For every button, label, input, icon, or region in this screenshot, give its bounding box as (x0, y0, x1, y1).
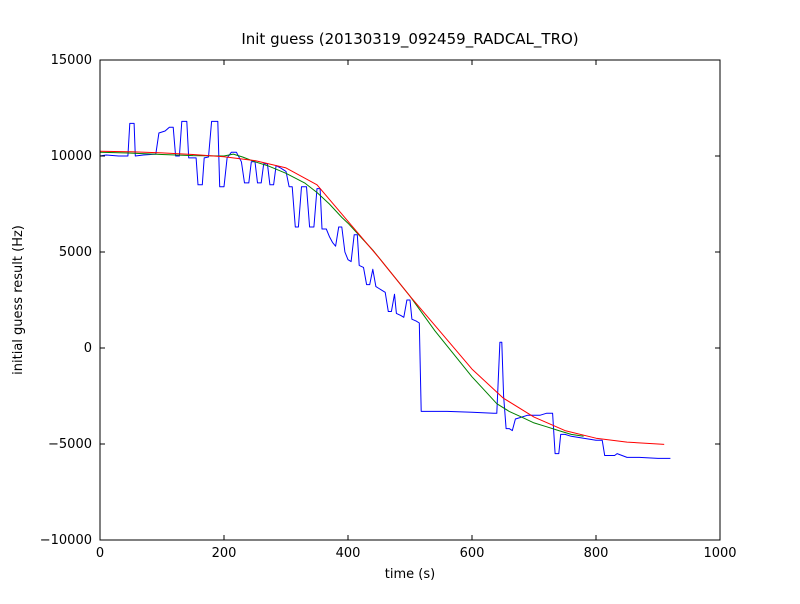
y-tick-label: 10000 (51, 149, 92, 164)
x-tick-label: 0 (96, 546, 104, 561)
x-tick-label: 800 (584, 546, 609, 561)
y-axis-label: initial guess result (Hz) (11, 225, 26, 375)
y-tick-label: −10000 (40, 533, 92, 548)
x-tick-label: 200 (212, 546, 237, 561)
x-tick-label: 400 (336, 546, 361, 561)
x-axis-label: time (s) (385, 567, 435, 582)
axes-frame (99, 59, 721, 541)
y-tick-label: −5000 (48, 437, 92, 452)
x-tick-label: 600 (460, 546, 485, 561)
y-tick-label: 0 (84, 341, 92, 356)
y-tick-label: 15000 (51, 53, 92, 68)
y-tick-label: 5000 (59, 245, 92, 260)
series-line-red (99, 150, 665, 445)
ticks-group: 0 200 400 600 800 1000 −10000 −5000 0 5000 10000 15… (40, 53, 737, 561)
x-tick-label: 1000 (703, 546, 736, 561)
series-group (99, 120, 671, 459)
chart-title: Init guess (20130319_092459_RADCAL_TRO) (241, 30, 578, 49)
